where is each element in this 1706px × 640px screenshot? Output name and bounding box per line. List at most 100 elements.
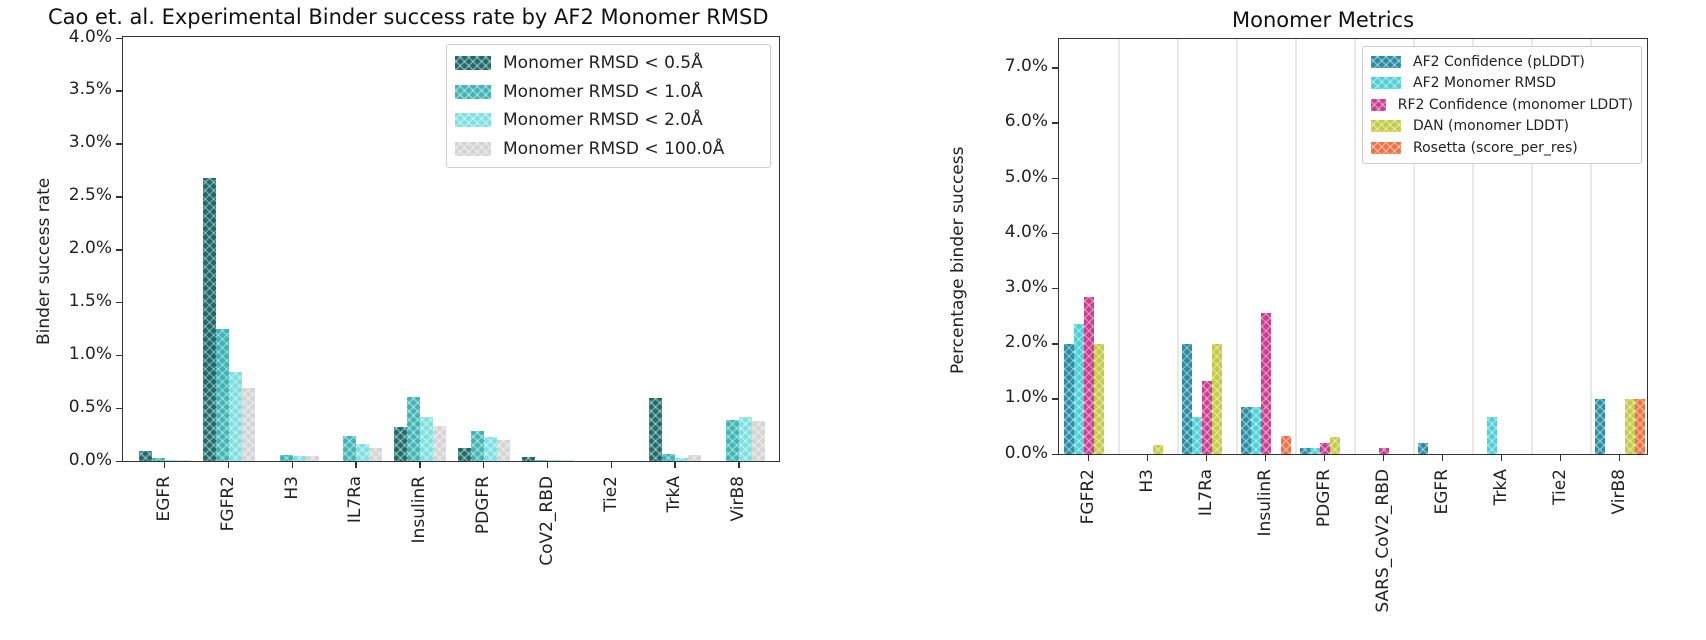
bar [228,372,242,461]
legend-item: AF2 Confidence (pLDDT) [1371,51,1633,73]
x-tick-label: InsulinR [1254,469,1275,537]
x-tick-label: H3 [1136,469,1157,493]
x-tick-label: Tie2 [1549,469,1570,505]
legend-swatch-icon [455,84,491,99]
bar [1152,444,1163,454]
bar [1378,448,1389,454]
grid-line [1177,39,1179,454]
legend-item: DAN (monomer LDDT) [1371,116,1633,138]
x-tick-mark [1382,455,1384,461]
bar [1260,313,1271,454]
legend-label: Monomer RMSD < 100.0Å [503,138,725,159]
y-tick-mark [1052,232,1058,235]
legend-item: Monomer RMSD < 1.0Å [455,78,762,107]
x-tick-label: CoV2_RBD [536,476,557,566]
bar [164,459,178,461]
x-tick-label: VirB8 [728,476,749,522]
bar [202,177,216,461]
x-tick-mark [227,462,230,468]
y-tick-mark [1052,398,1058,400]
x-tick-mark [1146,455,1148,461]
bar [356,444,370,461]
bar [138,451,152,461]
x-tick-mark [1205,455,1207,461]
bar [1280,435,1291,454]
legend-swatch-icon [1371,77,1401,90]
bar [752,420,766,461]
bar [215,328,229,461]
y-tick-label: 6.0% [1004,111,1048,132]
bar [675,457,689,461]
grid-line [1354,39,1356,454]
legend-label: Monomer RMSD < 0.5Å [503,53,703,74]
bar [1299,448,1310,454]
bar [688,454,702,461]
y-tick-label: 3.0% [68,132,112,153]
y-tick-mark [116,37,122,39]
x-tick-mark [163,462,166,468]
x-tick-mark [610,462,612,468]
legend-label: DAN (monomer LDDT) [1413,118,1569,135]
bar [470,431,484,461]
bar [394,427,408,461]
bar [279,454,293,461]
x-tick-label: TrkA [664,476,685,513]
x-tick-label: PDGFR [472,476,493,535]
bar [292,455,306,461]
legend-swatch-icon [455,141,491,156]
right-chart-title: Monomer Metrics [1232,8,1415,32]
legend-label: Monomer RMSD < 1.0Å [503,81,703,102]
x-tick-mark [1323,455,1325,461]
bar [521,456,535,461]
bar [483,436,497,461]
y-tick-label: 0.0% [1004,442,1048,463]
bar [305,455,319,461]
y-tick-label: 2.5% [68,185,112,206]
x-tick-mark [1264,455,1266,461]
y-tick-label: 1.5% [68,290,112,311]
legend-item: Rosetta (score_per_res) [1371,137,1633,159]
legend-item: Monomer RMSD < 2.0Å [455,106,762,135]
legend-label: Rosetta (score_per_res) [1413,139,1578,156]
bar [457,448,471,461]
legend-swatch-icon [455,56,491,71]
bar [1083,296,1094,454]
bar [241,388,255,461]
y-tick-label: 5.0% [1004,166,1048,187]
y-tick-mark [1052,67,1058,69]
y-tick-label: 0.5% [68,396,112,417]
x-tick-label: IL7Ra [1195,469,1216,517]
grid-line [1590,39,1592,454]
y-tick-label: 7.0% [1004,56,1048,77]
legend-label: AF2 Confidence (pLDDT) [1413,53,1585,70]
legend-item: AF2 Monomer RMSD [1371,73,1633,95]
y-tick-label: 2.0% [1004,332,1048,353]
bar [1181,343,1192,454]
bar [534,459,548,461]
x-tick-mark [1087,455,1089,461]
y-tick-label: 1.0% [68,343,112,364]
bar [433,426,447,461]
bar [649,397,663,461]
y-tick-mark [116,460,122,462]
y-tick-mark [116,249,122,251]
y-tick-label: 3.0% [1004,276,1048,297]
x-tick-label: FGFR2 [1077,469,1098,525]
x-tick-mark [419,462,421,468]
bar [1319,442,1330,454]
grid-line [1236,39,1238,454]
x-tick-label: EGFR [153,476,174,522]
x-tick-mark [291,462,293,468]
legend-item: Monomer RMSD < 0.5Å [455,49,762,78]
y-tick-mark [116,301,122,304]
bar [662,453,676,461]
y-tick-label: 4.0% [1004,221,1048,242]
bar [1417,442,1428,454]
bar [407,396,421,461]
y-tick-mark [1052,343,1058,345]
y-tick-mark [1052,122,1058,124]
y-tick-mark [116,354,122,357]
legend-swatch-icon [1371,55,1401,68]
x-tick-mark [738,462,740,468]
bar [1329,437,1340,454]
